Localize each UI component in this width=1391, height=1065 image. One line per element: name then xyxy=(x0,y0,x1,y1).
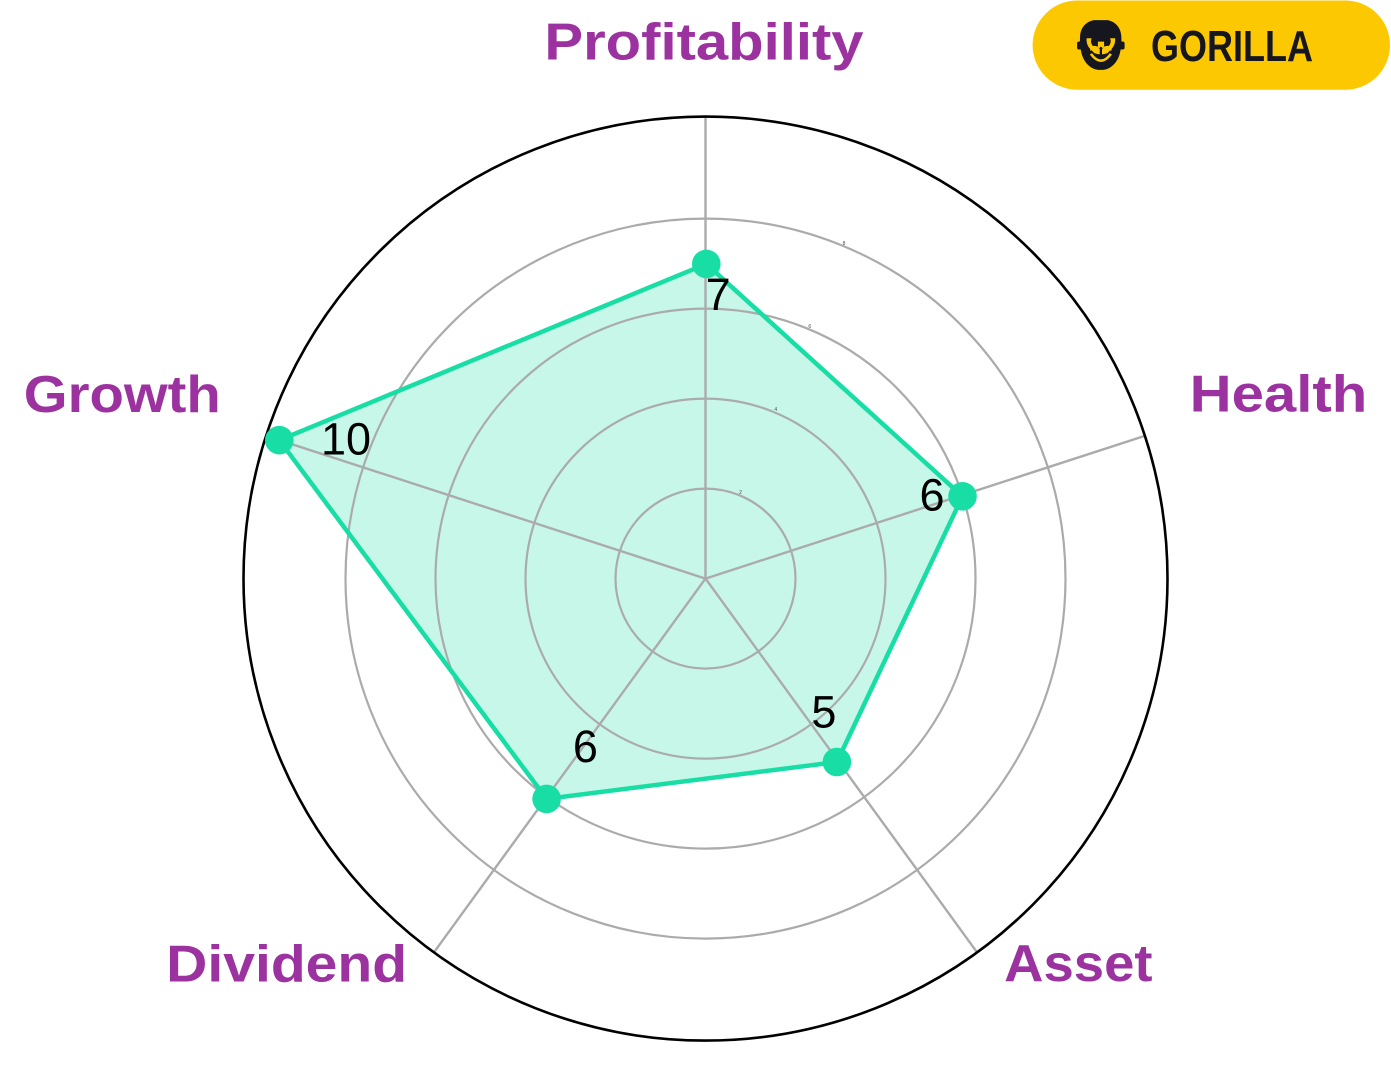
svg-text:2: 2 xyxy=(739,490,742,496)
svg-text:4: 4 xyxy=(774,407,777,413)
svg-text:10: 10 xyxy=(321,413,371,464)
svg-text:6: 6 xyxy=(919,470,944,521)
svg-text:GORILLA: GORILLA xyxy=(1151,23,1313,71)
svg-text:6: 6 xyxy=(573,721,598,772)
svg-text:Profitability: Profitability xyxy=(544,14,863,72)
svg-text:Health: Health xyxy=(1190,366,1368,424)
svg-text:6: 6 xyxy=(808,324,811,330)
svg-text:8: 8 xyxy=(843,241,846,247)
svg-text:7: 7 xyxy=(706,269,731,320)
svg-text:5: 5 xyxy=(811,686,836,737)
svg-text:Growth: Growth xyxy=(24,366,221,424)
svg-text:Dividend: Dividend xyxy=(166,935,407,993)
svg-text:Asset: Asset xyxy=(1004,935,1152,993)
